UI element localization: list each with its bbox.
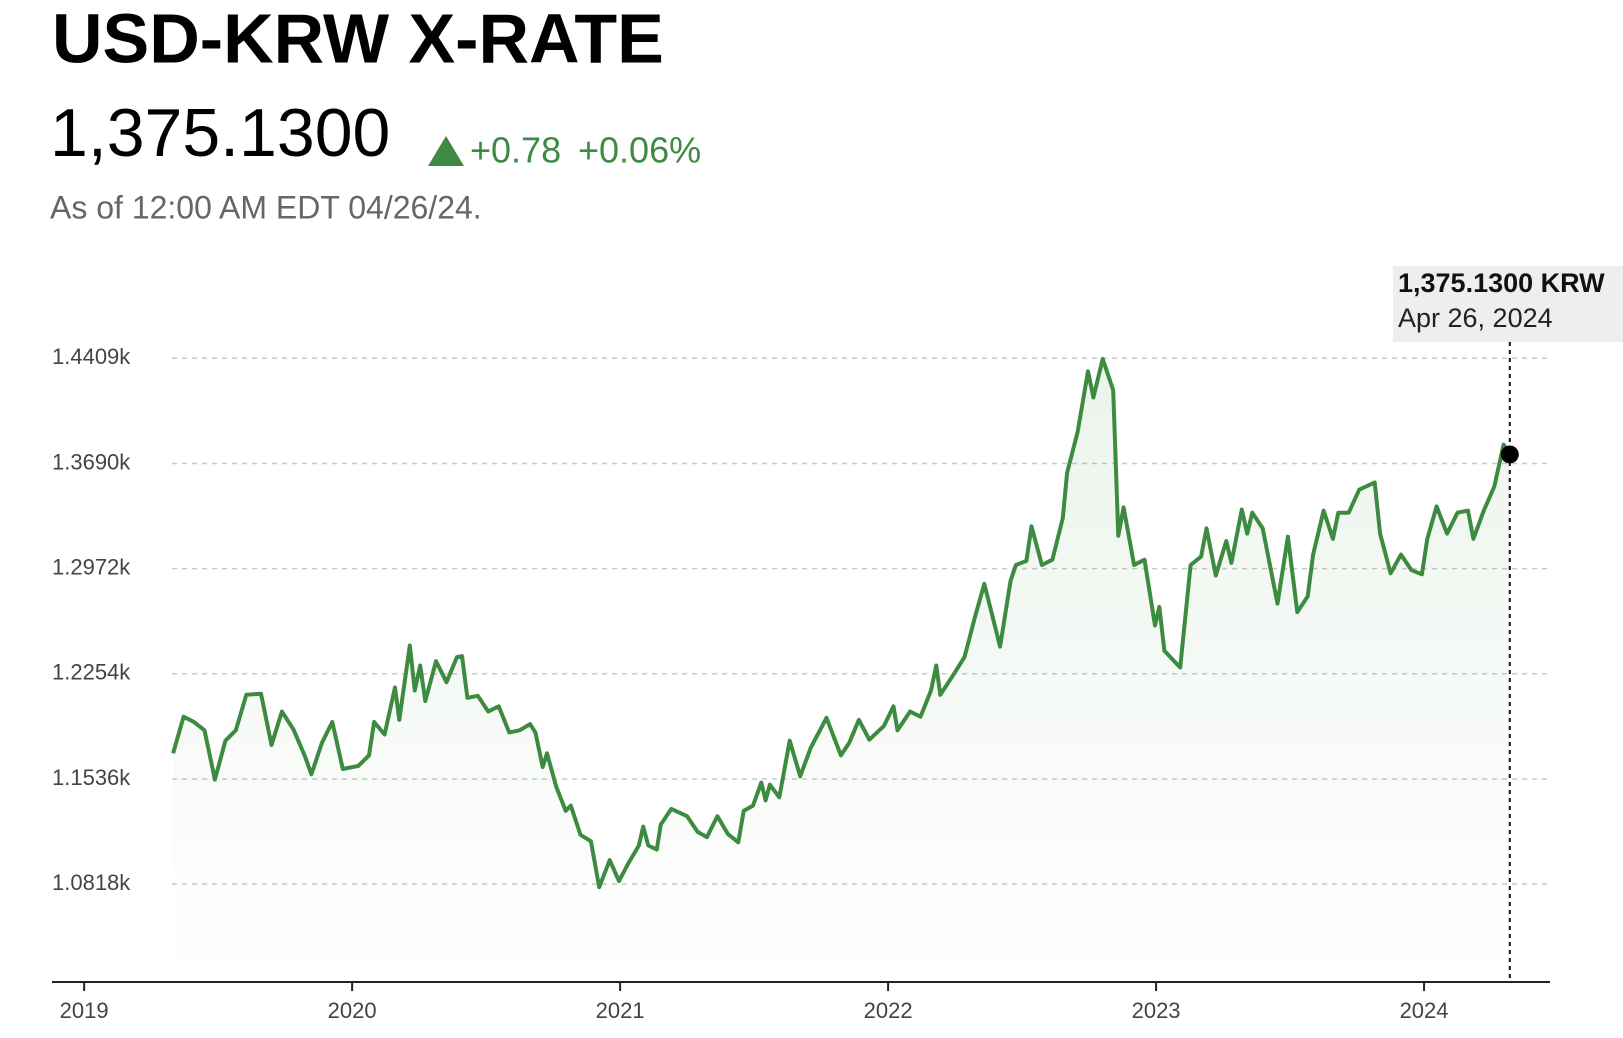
x-tick-label: 2020	[328, 998, 377, 1023]
last-point	[1500, 445, 1519, 464]
x-tick-label: 2021	[596, 998, 645, 1023]
y-tick-label: 1.1536k	[52, 765, 131, 790]
tooltip-date: Apr 26, 2024	[1398, 303, 1553, 333]
change-percent: +0.06%	[578, 130, 701, 171]
y-tick-label: 1.2972k	[52, 554, 131, 579]
price-line	[171, 356, 1512, 890]
x-tick-label: 2019	[60, 998, 109, 1023]
change: +0.78	[470, 130, 561, 171]
title: USD-KRW X-RATE	[52, 0, 664, 77]
x-tick-label: 2023	[1132, 998, 1181, 1023]
tooltip-label: 1,375.1300 KRW	[1398, 268, 1605, 298]
up-arrow	[428, 136, 464, 166]
tooltip-box	[1393, 266, 1623, 342]
as-of: As of 12:00 AM EDT 04/26/24.	[50, 189, 482, 225]
y-tick-label: 1.3690k	[52, 449, 131, 474]
x-tick-label: 2024	[1400, 998, 1449, 1023]
price: 1,375.1300	[50, 95, 390, 171]
y-tick-label: 1.2254k	[52, 660, 131, 685]
y-tick-label: 1.0818k	[52, 870, 131, 895]
y-tick-label: 1.4409k	[52, 344, 131, 369]
x-tick-label: 2022	[864, 998, 913, 1023]
area	[173, 358, 1510, 982]
